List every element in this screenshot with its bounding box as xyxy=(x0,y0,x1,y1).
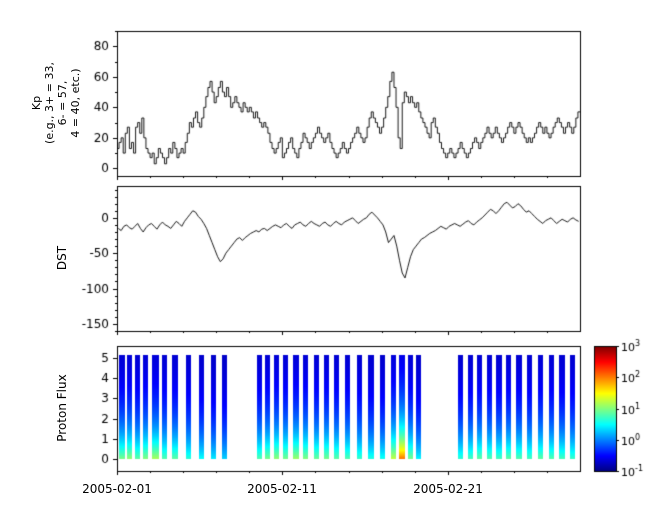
x-tick-label-feb11: 2005-02-11 xyxy=(247,482,317,496)
kp-axis-label-line: (e.g., 3+ = 33, xyxy=(43,62,57,144)
kp-axis-label-line: 6- = 57, xyxy=(56,80,69,126)
kp-axis-label: Kp (e.g., 3+ = 33, 6- = 57, 4 = 40, etc.… xyxy=(30,62,83,144)
x-tick-label-feb21: 2005-02-21 xyxy=(413,482,483,496)
kp-axis-label-line: 4 = 40, etc.) xyxy=(68,68,82,138)
dst-axis-label: DST xyxy=(54,245,69,271)
proton-flux-axis-label: Proton Flux xyxy=(54,374,69,442)
x-tick-label-feb01: 2005-02-01 xyxy=(82,482,152,496)
